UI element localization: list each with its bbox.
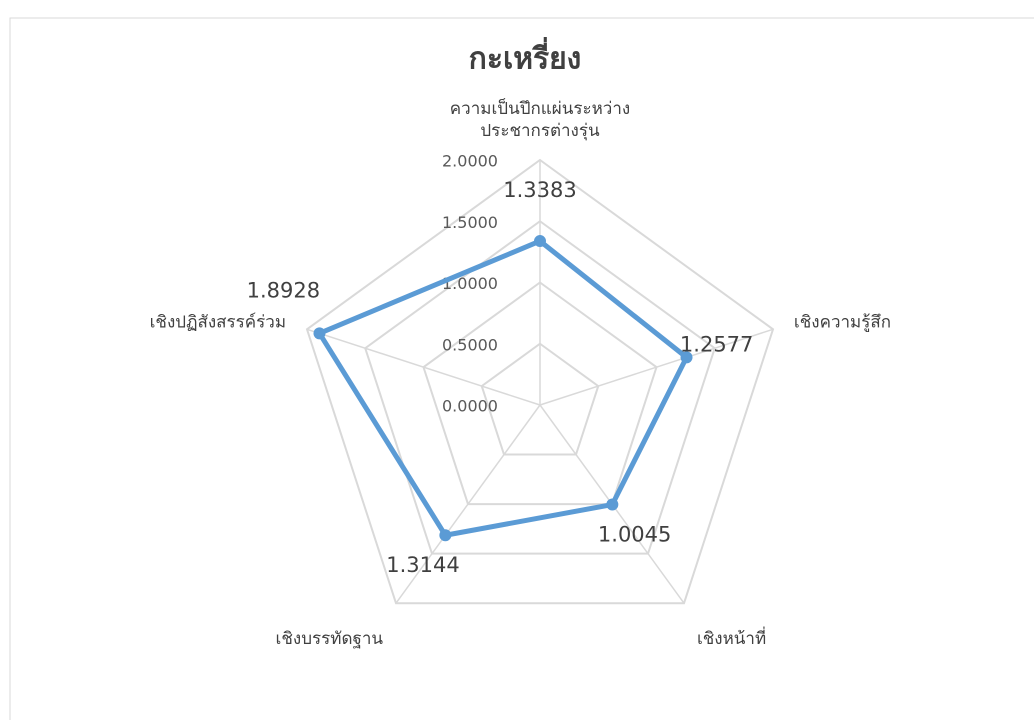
category-label: เชิงหน้าที่ (697, 626, 766, 649)
data-point (680, 351, 693, 364)
grid-ring (364, 220, 716, 555)
data-label: 1.3144 (386, 553, 459, 577)
data-point (606, 498, 619, 511)
chart-title: กะเหรี่ยง (469, 37, 582, 77)
series-line (316, 238, 690, 538)
data-label: 1.3383 (503, 178, 576, 202)
category-label: ความเป็นปึกแผ่นระหว่างประชากรต่างรุ่น (450, 97, 630, 141)
data-label: 1.0045 (598, 522, 671, 546)
category-label: เชิงปฏิสังสรรค์ร่วม (150, 312, 286, 332)
data-label: 1.2577 (680, 333, 753, 357)
data-point (534, 235, 546, 248)
data-label: 1.8928 (247, 279, 320, 303)
category-label: เชิงบรรทัดฐาน (276, 629, 384, 649)
tick-label: 0.5000 (442, 335, 498, 354)
data-point (313, 327, 326, 340)
tick-label: 2.0000 (442, 152, 498, 171)
tick-label: 0.0000 (442, 397, 498, 416)
grid-ring (480, 342, 600, 456)
grid-ring (305, 158, 775, 605)
grid-ring (422, 281, 658, 506)
category-label: เชิงความรู้สึก (794, 312, 891, 332)
axis-spoke (306, 328, 541, 406)
data-point (439, 529, 452, 542)
axis-spoke (395, 404, 541, 604)
tick-label: 1.5000 (442, 213, 498, 232)
axis-spoke (539, 328, 774, 406)
